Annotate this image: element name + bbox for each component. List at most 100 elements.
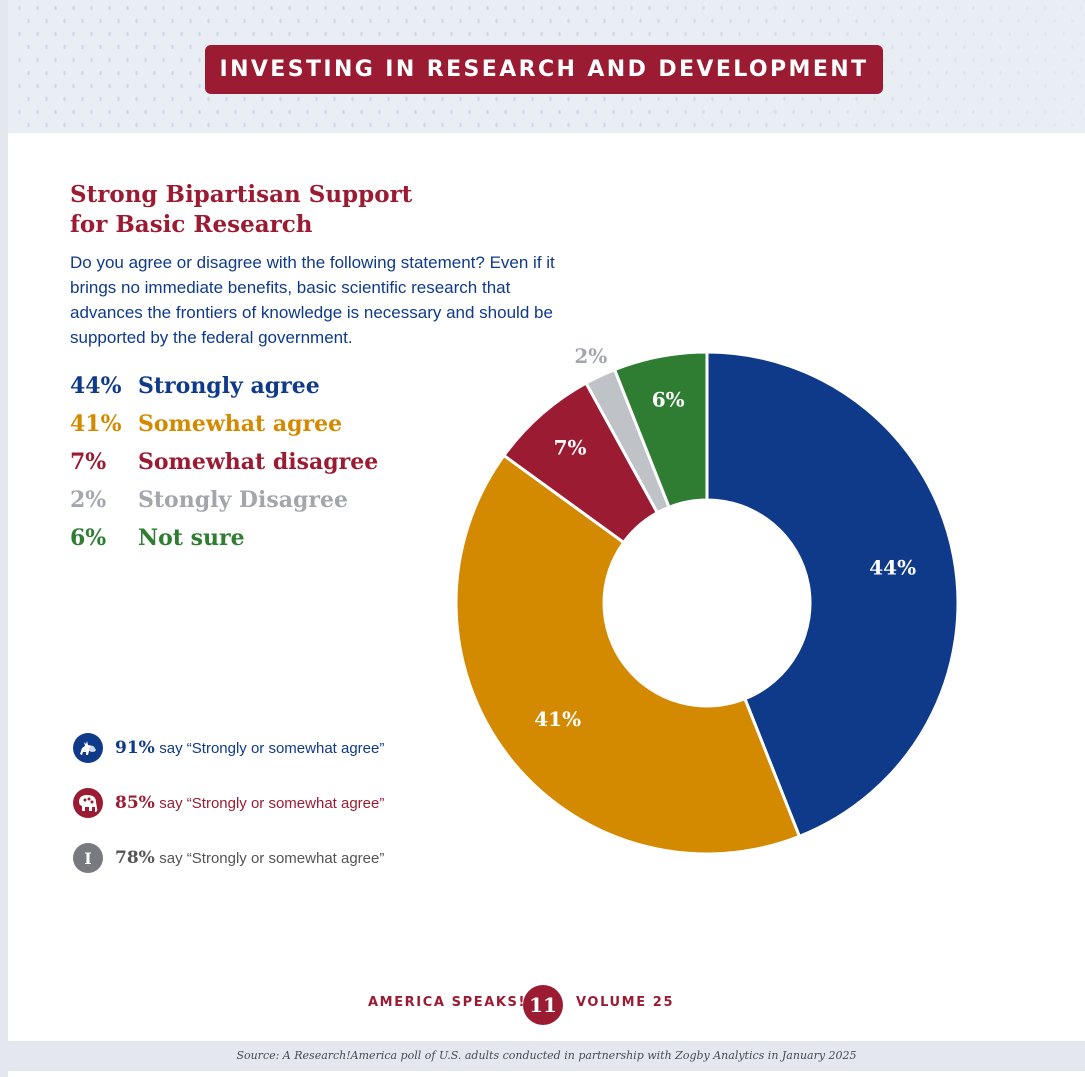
- pattern-dot: [36, 5, 39, 11]
- pattern-dot: [90, 109, 93, 115]
- pattern-dot: [477, 96, 480, 102]
- pattern-dot: [630, 5, 633, 11]
- pattern-dot: [819, 122, 822, 128]
- pattern-dot: [108, 57, 111, 63]
- pattern-dot: [378, 109, 381, 115]
- pattern-dot: [594, 31, 597, 37]
- pattern-dot: [36, 83, 39, 89]
- pattern-dot: [180, 31, 183, 37]
- pattern-dot: [900, 5, 903, 11]
- pattern-dot: [882, 31, 885, 37]
- pattern-dot: [18, 109, 21, 115]
- pattern-dot: [171, 18, 174, 24]
- pattern-dot: [1080, 109, 1083, 115]
- pattern-dot: [90, 31, 93, 37]
- pattern-dot: [666, 109, 669, 115]
- pattern-dot: [405, 122, 408, 128]
- pattern-dot: [324, 31, 327, 37]
- pattern-dot: [522, 5, 525, 11]
- pattern-dot: [810, 5, 813, 11]
- pattern-dot: [540, 109, 543, 115]
- legend-label: Not sure: [138, 525, 245, 551]
- pattern-dot: [999, 96, 1002, 102]
- pattern-dot: [1071, 18, 1074, 24]
- legend-label: Somewhat disagree: [138, 449, 379, 475]
- page-number: 11: [523, 985, 563, 1025]
- pattern-dot: [639, 122, 642, 128]
- pattern-dot: [864, 31, 867, 37]
- pattern-dot: [927, 96, 930, 102]
- pattern-dot: [954, 109, 957, 115]
- party-result-caption: say “Strongly or somewhat agree”: [159, 795, 385, 812]
- pattern-dot: [900, 31, 903, 37]
- pattern-dot: [297, 96, 300, 102]
- pattern-dot: [900, 83, 903, 89]
- pattern-dot: [990, 31, 993, 37]
- party-result-caption: say “Strongly or somewhat agree”: [159, 850, 385, 867]
- party-result-text: 85% say “Strongly or somewhat agree”: [115, 788, 384, 819]
- pattern-dot: [18, 83, 21, 89]
- pattern-dot: [1071, 44, 1074, 50]
- pattern-dot: [81, 96, 84, 102]
- pattern-dot: [270, 109, 273, 115]
- pattern-dot: [378, 31, 381, 37]
- pattern-dot: [171, 96, 174, 102]
- pattern-dot: [117, 122, 120, 128]
- pattern-dot: [972, 5, 975, 11]
- party-result-value: 78%: [115, 848, 155, 868]
- pattern-dot: [873, 122, 876, 128]
- pattern-dot: [162, 83, 165, 89]
- pattern-dot: [477, 122, 480, 128]
- donut-slice-strongly-agree: [705, 350, 960, 839]
- pattern-dot: [495, 96, 498, 102]
- pattern-dot: [675, 122, 678, 128]
- pattern-dot: [774, 109, 777, 115]
- pattern-dot: [954, 5, 957, 11]
- party-result-text: 78% say “Strongly or somewhat agree”: [115, 843, 384, 874]
- pattern-dot: [1008, 5, 1011, 11]
- pattern-dot: [342, 5, 345, 11]
- pattern-dot: [189, 18, 192, 24]
- pattern-dot: [909, 70, 912, 76]
- pattern-dot: [999, 70, 1002, 76]
- pattern-dot: [1053, 122, 1056, 128]
- pattern-dot: [126, 5, 129, 11]
- pattern-dot: [945, 18, 948, 24]
- pattern-dot: [855, 122, 858, 128]
- pattern-dot: [99, 18, 102, 24]
- pattern-dot: [387, 122, 390, 128]
- pattern-dot: [936, 109, 939, 115]
- pattern-dot: [999, 44, 1002, 50]
- pattern-dot: [621, 96, 624, 102]
- pattern-dot: [540, 5, 543, 11]
- pattern-dot: [864, 109, 867, 115]
- pattern-dot: [243, 96, 246, 102]
- pattern-dot: [189, 70, 192, 76]
- section-title: INVESTING IN RESEARCH AND DEVELOPMENT: [205, 45, 883, 94]
- pattern-dot: [315, 18, 318, 24]
- independent-icon: I: [73, 843, 103, 873]
- pattern-dot: [144, 31, 147, 37]
- pattern-dot: [810, 31, 813, 37]
- pattern-dot: [189, 44, 192, 50]
- pattern-dot: [54, 57, 57, 63]
- pattern-dot: [369, 96, 372, 102]
- pattern-dot: [126, 57, 129, 63]
- pattern-dot: [225, 96, 228, 102]
- pattern-dot: [657, 96, 660, 102]
- pattern-dot: [972, 31, 975, 37]
- pattern-dot: [423, 96, 426, 102]
- pattern-dot: [1035, 70, 1038, 76]
- footer-publication: AMERICA SPEAKS!: [368, 995, 527, 1010]
- pattern-dot: [225, 122, 228, 128]
- pattern-dot: [117, 96, 120, 102]
- party-result-text: 91% say “Strongly or somewhat agree”: [115, 733, 384, 764]
- pattern-dot: [936, 83, 939, 89]
- party-result-caption: say “Strongly or somewhat agree”: [159, 740, 385, 757]
- pattern-dot: [414, 5, 417, 11]
- pattern-dot: [315, 122, 318, 128]
- pattern-dot: [207, 122, 210, 128]
- pattern-dot: [117, 70, 120, 76]
- pattern-dot: [288, 31, 291, 37]
- pattern-dot: [1080, 31, 1083, 37]
